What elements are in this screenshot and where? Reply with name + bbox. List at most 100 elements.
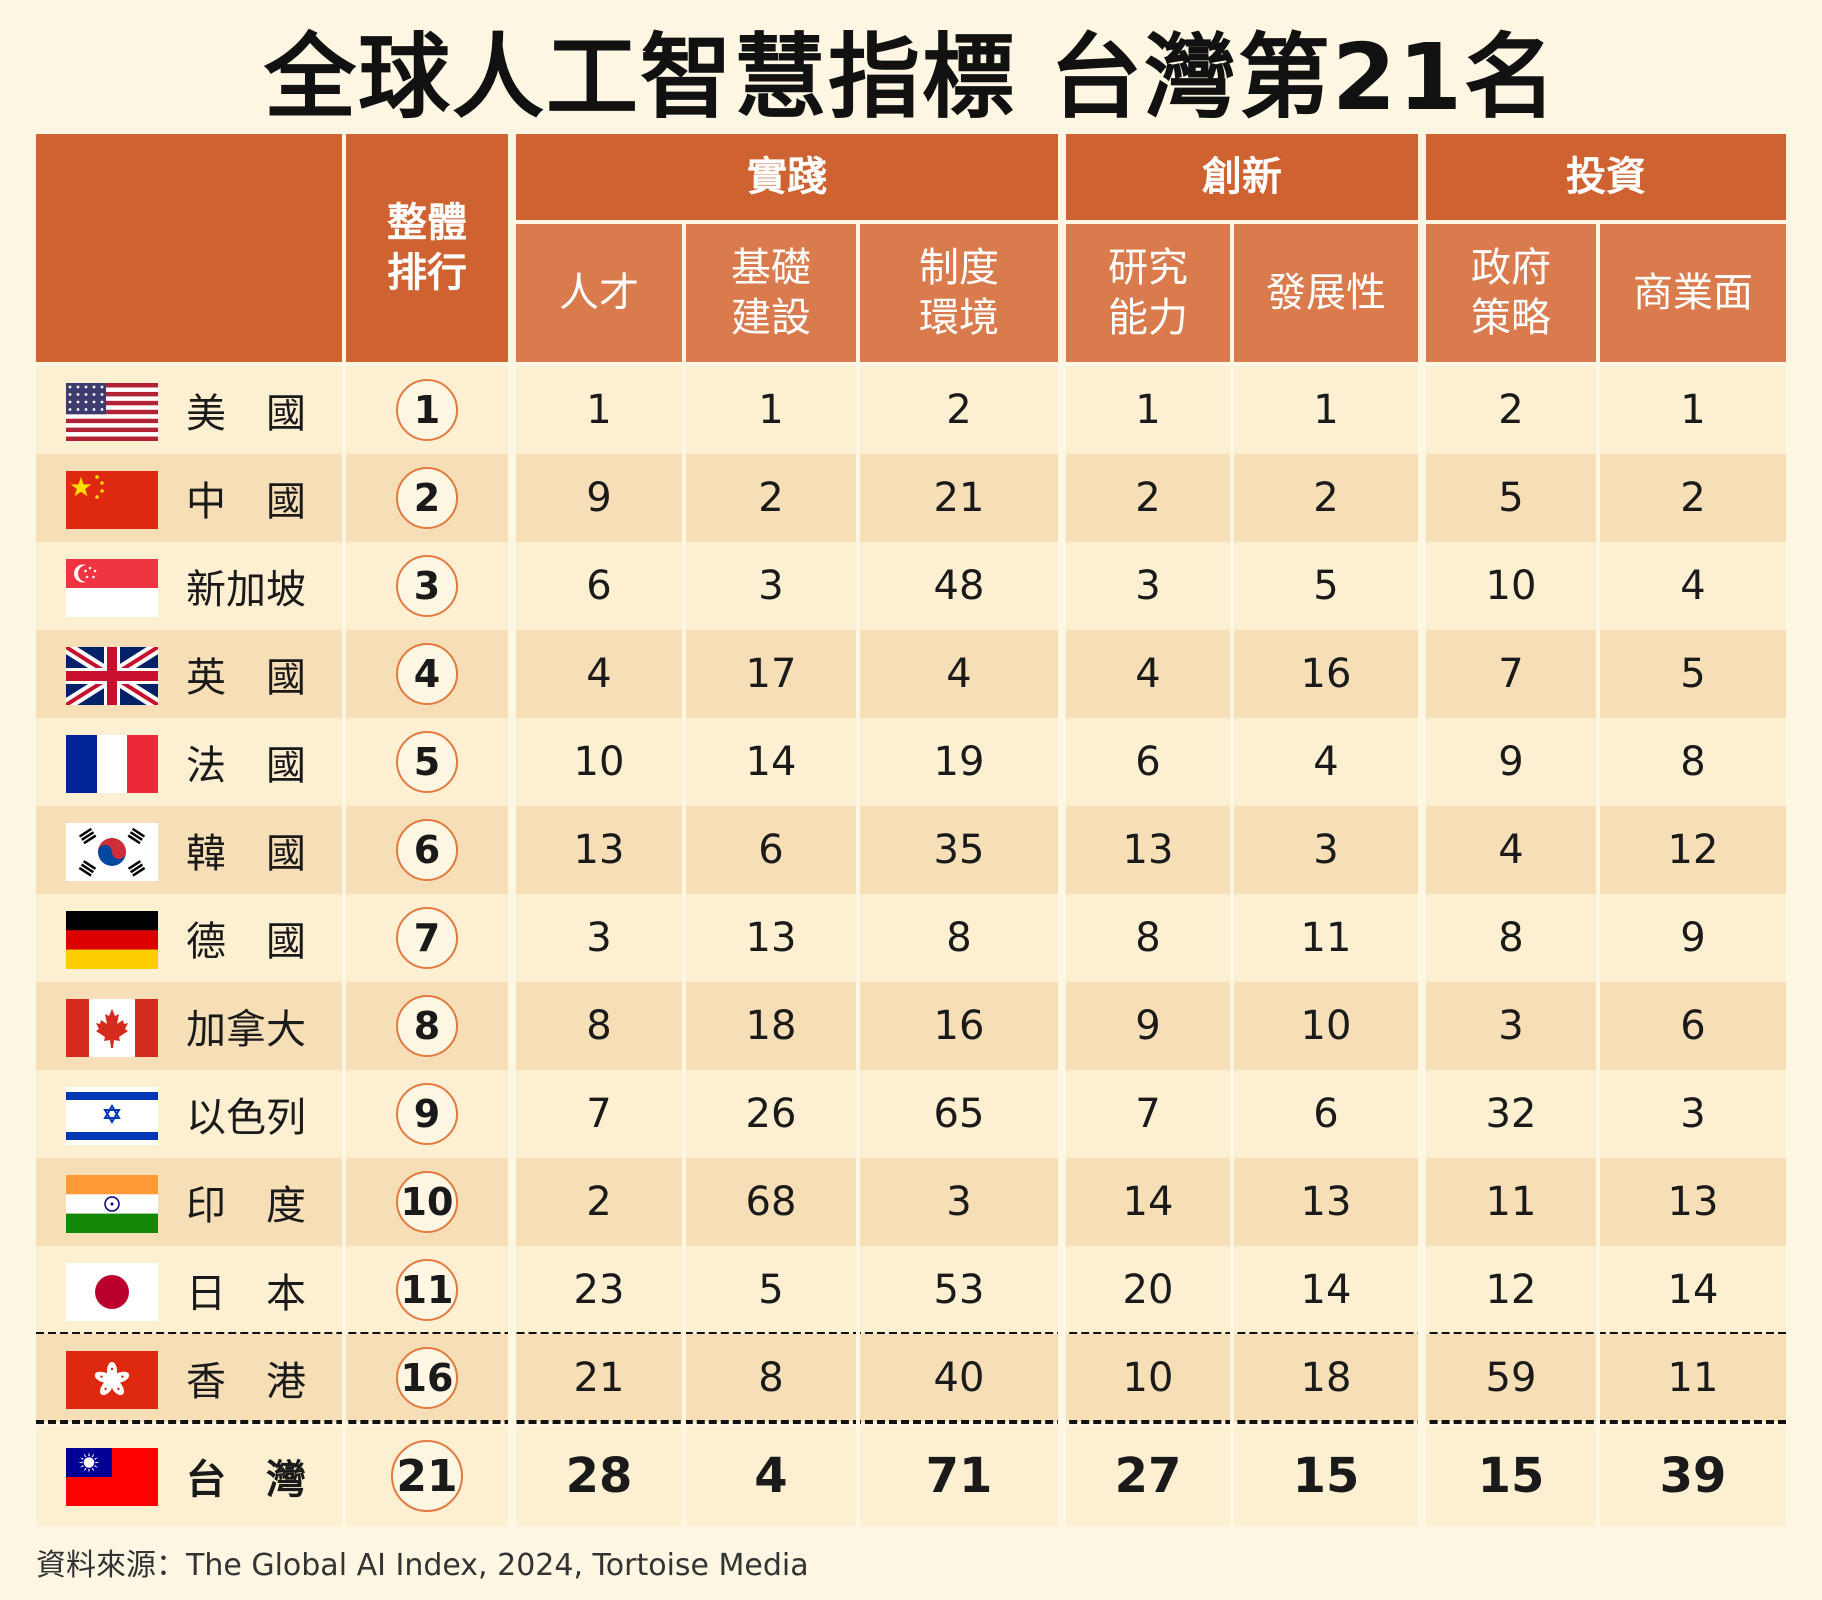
table-cell: 1 (1313, 387, 1339, 433)
table-cell: 27 (1114, 1448, 1182, 1504)
table-cell: 10 (1300, 1003, 1352, 1049)
header-group-innovation: 創新 (1066, 134, 1418, 220)
country-name: 加拿大 (186, 1007, 306, 1053)
table-row: 印 度 10 2 68 3 14 13 11 13 (36, 1158, 1786, 1246)
overall-rank-cell: 3 (346, 542, 508, 630)
table-cell: 10 (573, 739, 625, 785)
rank-badge: 16 (396, 1347, 458, 1409)
table-cell: 35 (933, 827, 985, 873)
overall-rank-cell: 4 (346, 630, 508, 718)
table-cell: 11 (1300, 915, 1352, 961)
divider-dashed (36, 1420, 1786, 1424)
country-name: 香 港 (186, 1359, 306, 1405)
table-cell: 26 (745, 1091, 797, 1137)
table-cell: 53 (933, 1267, 985, 1313)
table-cell: 6 (1680, 1003, 1706, 1049)
table-cell: 5 (1498, 475, 1524, 521)
column-separator (1418, 366, 1426, 1526)
column-separator (856, 366, 860, 1526)
table-cell: 3 (1498, 1003, 1524, 1049)
table-cell: 7 (1135, 1091, 1161, 1137)
table-cell: 12 (1485, 1267, 1537, 1313)
fr-flag-icon (66, 735, 158, 793)
table-cell: 3 (1313, 827, 1339, 873)
rank-badge: 2 (396, 467, 458, 529)
source-note: 資料來源：The Global AI Index, 2024, Tortoise… (36, 1548, 809, 1583)
table-cell: 2 (1498, 387, 1524, 433)
column-separator (508, 366, 516, 1526)
table-row: 台 灣 21 28 4 71 27 15 15 39 (36, 1426, 1786, 1526)
table-cell: 15 (1477, 1448, 1545, 1504)
header-commercial: 商業面 (1600, 224, 1786, 362)
table-row: 香 港 16 21 8 40 10 18 59 11 (36, 1334, 1786, 1422)
header-talent: 人才 (516, 224, 682, 362)
header-operating-environment: 制度 環境 (860, 224, 1058, 362)
rank-badge: 8 (396, 995, 458, 1057)
overall-rank-cell: 16 (346, 1334, 508, 1422)
rank-badge: 21 (391, 1440, 463, 1512)
country-name: 英 國 (186, 655, 306, 701)
table-cell: 1 (758, 387, 784, 433)
overall-rank-cell: 7 (346, 894, 508, 982)
page-title: 全球人工智慧指標 台灣第21名 (263, 24, 1559, 131)
overall-rank-cell: 21 (346, 1426, 508, 1526)
table-cell: 7 (586, 1091, 612, 1137)
table-cell: 8 (586, 1003, 612, 1049)
table-cell: 21 (933, 475, 985, 521)
table-row: 法 國 5 10 14 19 6 4 9 8 (36, 718, 1786, 806)
country-name: 法 國 (186, 743, 306, 789)
sg-flag-icon (66, 559, 158, 617)
table-cell: 17 (745, 651, 797, 697)
country-name: 德 國 (186, 919, 306, 965)
rank-badge: 7 (396, 907, 458, 969)
rank-badge: 9 (396, 1083, 458, 1145)
table-cell: 5 (1313, 563, 1339, 609)
header-group-practice: 實踐 (516, 134, 1058, 220)
table-cell: 23 (573, 1267, 625, 1313)
country-name: 韓 國 (186, 831, 306, 877)
table-cell: 11 (1667, 1355, 1719, 1401)
table-cell: 7 (1498, 651, 1524, 697)
column-separator (342, 366, 346, 1526)
table-cell: 8 (1680, 739, 1706, 785)
country-name: 印 度 (186, 1183, 306, 1229)
table-cell: 15 (1292, 1448, 1360, 1504)
table-cell: 3 (586, 915, 612, 961)
table-cell: 4 (1498, 827, 1524, 873)
table-cell: 40 (933, 1355, 985, 1401)
table-cell: 4 (586, 651, 612, 697)
table-cell: 9 (586, 475, 612, 521)
table-cell: 16 (1300, 651, 1352, 697)
table-cell: 48 (933, 563, 985, 609)
table-cell: 68 (745, 1179, 797, 1225)
table-cell: 14 (745, 739, 797, 785)
table-row: 新加坡 3 6 3 48 3 5 10 4 (36, 542, 1786, 630)
table-cell: 3 (1135, 563, 1161, 609)
table-cell: 8 (758, 1355, 784, 1401)
rank-badge: 11 (396, 1259, 458, 1321)
table-cell: 14 (1667, 1267, 1719, 1313)
table-cell: 9 (1680, 915, 1706, 961)
table-cell: 4 (1313, 739, 1339, 785)
header-country-blank (36, 134, 342, 362)
table-cell: 5 (758, 1267, 784, 1313)
il-flag-icon (66, 1087, 158, 1145)
rank-badge: 10 (396, 1171, 458, 1233)
country-name: 新加坡 (186, 567, 306, 613)
table-cell: 4 (1135, 651, 1161, 697)
table-cell: 32 (1485, 1091, 1537, 1137)
table-row: 以色列 9 7 26 65 7 6 32 3 (36, 1070, 1786, 1158)
table-cell: 2 (1680, 475, 1706, 521)
overall-rank-cell: 8 (346, 982, 508, 1070)
tw-flag-icon (66, 1448, 158, 1506)
country-name: 台 灣 (186, 1457, 306, 1503)
overall-rank-cell: 10 (346, 1158, 508, 1246)
overall-rank-cell: 1 (346, 366, 508, 454)
table-cell: 8 (946, 915, 972, 961)
table-cell: 6 (586, 563, 612, 609)
header-development: 發展性 (1234, 224, 1418, 362)
header-research: 研究 能力 (1066, 224, 1230, 362)
table-cell: 11 (1485, 1179, 1537, 1225)
rank-badge: 5 (396, 731, 458, 793)
table-cell: 13 (745, 915, 797, 961)
